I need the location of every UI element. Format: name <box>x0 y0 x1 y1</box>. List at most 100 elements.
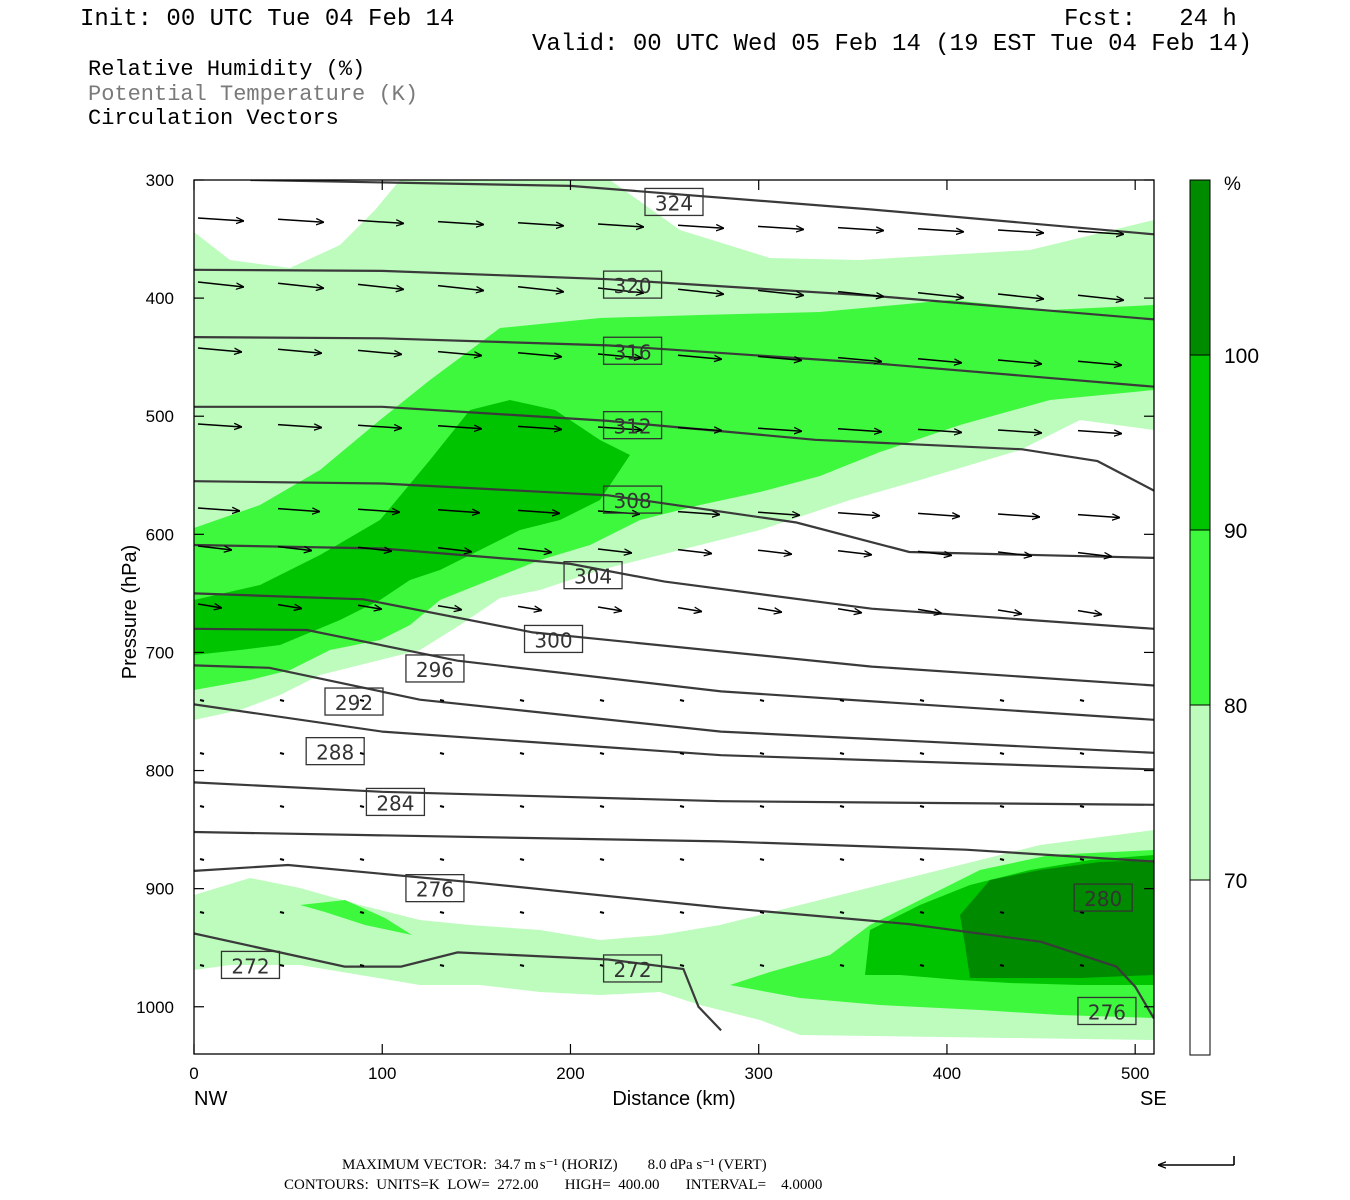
wind-vector <box>677 225 724 228</box>
y-tick-label: 500 <box>146 407 174 426</box>
isentrope-316 <box>194 336 1154 388</box>
contour-label-text: 312 <box>613 415 651 439</box>
wind-vector <box>997 359 1042 364</box>
contour-label-280: 280 <box>1073 883 1133 912</box>
wind-vector <box>357 509 400 512</box>
wind-vector <box>357 283 404 289</box>
contour-label-text: 272 <box>231 954 269 978</box>
wind-vector <box>1077 231 1124 234</box>
isentrope-324 <box>250 180 1154 236</box>
isentrope-312 <box>194 405 1154 492</box>
wind-vector <box>837 550 872 555</box>
contour-label-text: 272 <box>613 958 651 982</box>
y-tick-label: 1000 <box>136 998 174 1017</box>
colorbar-swatch <box>1189 879 1211 1056</box>
y-tick-label: 700 <box>146 643 174 662</box>
wind-vector <box>359 752 365 755</box>
wind-vector <box>757 226 804 229</box>
legend-relative-humidity: Relative Humidity (%) <box>88 57 366 82</box>
contour-label-box <box>324 687 384 716</box>
contour-label-288: 288 <box>305 736 365 766</box>
contour-label-272: 272 <box>220 950 281 980</box>
wind-vector <box>997 293 1044 299</box>
wind-vector <box>837 609 862 613</box>
contour-label-312: 312 <box>602 411 663 440</box>
contour-label-276: 276 <box>405 873 465 903</box>
isentrope-288 <box>194 703 1154 771</box>
wind-vector <box>437 284 484 291</box>
isentrope-296 <box>194 627 1154 721</box>
wind-vector <box>759 964 765 967</box>
wind-vector <box>757 608 782 612</box>
wind-vector <box>519 699 525 702</box>
wind-vector <box>437 510 480 513</box>
rh-100-region <box>960 860 1154 978</box>
wind-vector <box>679 699 685 702</box>
wind-vector <box>919 911 925 914</box>
colorbar-unit-label: % <box>1224 174 1241 195</box>
wind-vector <box>1079 805 1085 808</box>
wind-vector <box>279 699 285 702</box>
wind-vector <box>437 547 472 552</box>
wind-vector <box>917 292 964 298</box>
wind-vector <box>757 289 804 295</box>
wind-vector <box>839 858 845 861</box>
contour-label-box <box>1073 883 1133 912</box>
wind-vector <box>277 282 324 288</box>
contour-label-text: 296 <box>416 658 454 682</box>
contour-label-308: 308 <box>602 485 663 514</box>
wind-vector <box>517 510 560 513</box>
wind-vector <box>277 605 302 609</box>
wind-vector <box>197 604 222 608</box>
wind-vector <box>919 858 925 861</box>
wind-vector <box>357 605 382 609</box>
wind-vector <box>839 805 845 808</box>
isentrope-284 <box>194 781 1154 806</box>
y-tick-label: 400 <box>146 289 174 308</box>
wind-vector <box>199 805 205 808</box>
wind-vector <box>277 348 322 353</box>
wind-vector <box>837 513 880 516</box>
colorbar-swatch <box>1189 704 1211 881</box>
wind-vector <box>1077 294 1124 300</box>
wind-vector <box>197 508 240 511</box>
wind-vector <box>677 512 720 515</box>
contour-label-text: 304 <box>574 565 612 589</box>
contour-label-320: 320 <box>602 270 663 299</box>
colorbar-level-label: 90 <box>1224 520 1247 543</box>
wind-vector <box>439 964 445 967</box>
wind-vector <box>517 352 562 357</box>
init-time-label: Init: 00 UTC Tue 04 Feb 14 <box>80 6 455 33</box>
wind-vector <box>437 426 482 429</box>
wind-vector <box>437 606 462 610</box>
wind-vector <box>839 911 845 914</box>
wind-vector <box>839 964 845 967</box>
contour-label-box <box>305 736 365 766</box>
wind-vector <box>999 805 1005 808</box>
wind-vector <box>517 547 552 552</box>
x-tick-label: 0 <box>189 1064 198 1083</box>
x-axis-right-endpoint: SE <box>1140 1088 1167 1110</box>
wind-vector <box>519 964 525 967</box>
wind-vector <box>917 429 962 432</box>
wind-vector <box>997 230 1044 233</box>
wind-vector <box>439 858 445 861</box>
wind-vector <box>917 513 960 516</box>
contour-label-324: 324 <box>644 187 704 217</box>
isentrope-292 <box>194 664 1154 754</box>
contour-label-300: 300 <box>523 624 584 654</box>
wind-vector <box>439 911 445 914</box>
x-tick-label: 300 <box>745 1064 773 1083</box>
wind-vector <box>357 546 392 551</box>
colorbar-level-label: 70 <box>1224 870 1247 893</box>
wind-vector <box>1077 431 1122 434</box>
wind-vector <box>359 964 365 967</box>
wind-vector <box>199 858 205 861</box>
wind-vector <box>197 218 244 221</box>
contour-labels: 324 320 316 312 308 304 300 296 292 288 284 280 276 2… <box>220 187 1137 1026</box>
wind-vector <box>439 699 445 702</box>
wind-vector <box>197 281 244 287</box>
x-axis-title: Distance (km) <box>612 1088 735 1110</box>
wind-vector <box>837 429 882 432</box>
x-axis-left-endpoint: NW <box>194 1088 227 1110</box>
